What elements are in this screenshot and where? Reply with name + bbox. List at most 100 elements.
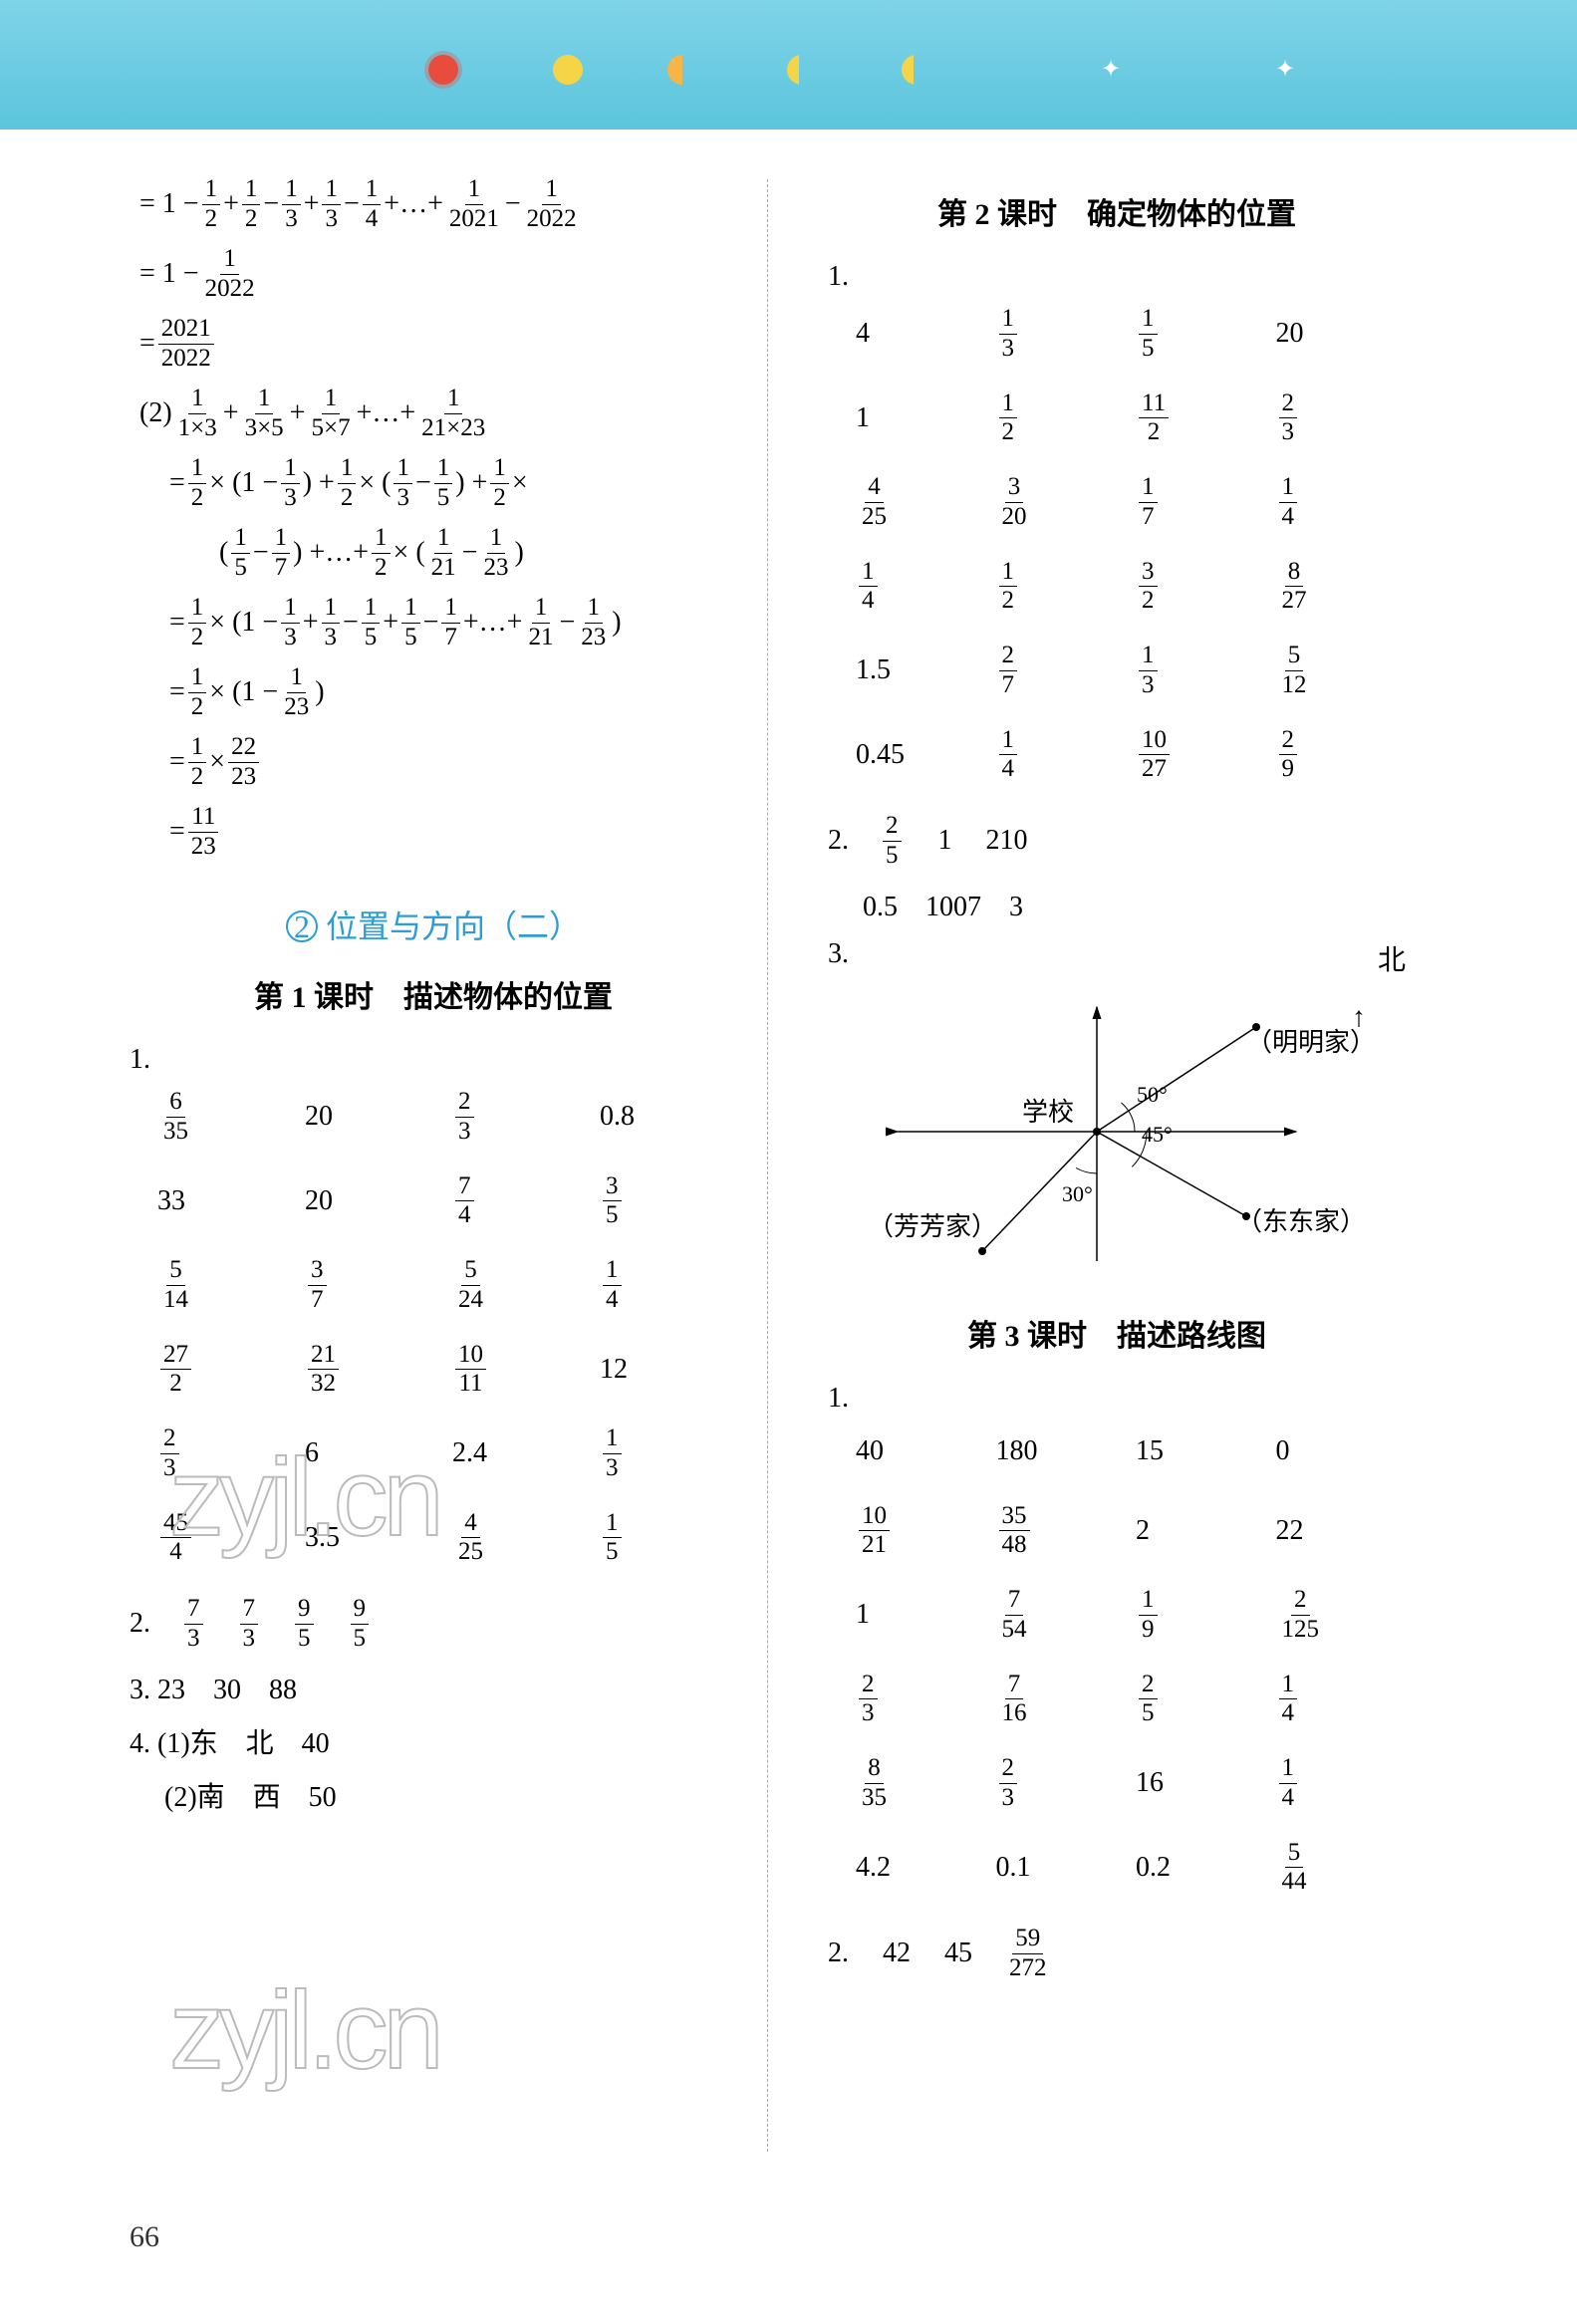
grid-cell: 14 [996,726,1127,785]
grid-cell: 180 [996,1426,1127,1476]
angle-label: 30° [1062,1181,1093,1207]
grid-cell: 23 [452,1088,590,1147]
grid-cell: 15 [1136,1426,1266,1476]
grid-cell: 512 [1276,642,1407,700]
grid-cell: 827 [1276,558,1407,617]
top-banner: ✦✦ [0,0,1577,129]
lesson3-title: 第 3 课时 描述路线图 [828,1311,1406,1355]
grid-cell: 425 [856,473,986,532]
grid-cell: 0.8 [600,1092,737,1142]
section-number: 2 [286,910,318,942]
grid-cell: 2125 [1276,1586,1407,1645]
grid-cell: 544 [1276,1839,1407,1898]
grid-cell: 14 [1276,1754,1407,1813]
diagram-label: （芳芳家） [868,1206,997,1243]
grid-cell: 13 [600,1424,737,1483]
right-l3-q2: 2. 424559272 [828,1925,1406,1983]
grid-cell: 716 [996,1671,1127,1729]
left-q1: 1. [130,1044,737,1076]
grid-cell: 20 [305,1176,442,1226]
grid-cell: 3.5 [305,1513,442,1563]
grid-cell: 22 [1276,1506,1407,1556]
grid-cell: 12 [600,1345,737,1395]
equation-line: = 1 −12022 [139,239,737,309]
grid-cell: 15 [600,1509,737,1568]
equation-line: =12×2223 [139,727,737,797]
grid-cell: 1027 [1136,726,1266,785]
left-q1-grid: 63520230.8332074355143752414272213210111… [130,1088,737,1567]
grid-cell: 29 [1276,726,1407,785]
grid-cell: 754 [996,1586,1127,1645]
grid-cell: 15 [1136,305,1266,364]
grid-cell: 3548 [996,1502,1127,1561]
equation-line: = 1 −12+12−13+13−14+…+12021−12022 [139,169,737,239]
equation-line: =12× (1 −13+13−15+15−17+…+121−123) [139,588,737,657]
section-title-text: 位置与方向（二） [326,908,581,944]
grid-cell: 2 [1136,1506,1266,1556]
grid-cell: 23 [1276,389,1407,448]
half-icon [667,55,697,85]
grid-cell: 14 [1276,473,1407,532]
star-icon: ✦ [1101,55,1131,85]
section-title: 2位置与方向（二） [130,902,737,947]
north-arrow: ↑ [1352,1002,1366,1034]
right-l3-grid: 4018015010213548222175419212523716251483… [828,1426,1406,1898]
grid-cell: 16 [1136,1758,1266,1808]
grid-cell: 17 [1136,473,1266,532]
equation-line: =1123 [139,797,737,867]
grid-cell: 33 [157,1176,295,1226]
grid-cell: 2.4 [452,1428,590,1478]
grid-cell: 1 [856,1590,986,1640]
grid-cell: 37 [305,1256,442,1315]
grid-cell: 4.2 [856,1843,986,1893]
grid-cell: 635 [157,1088,295,1147]
grid-cell: 6 [305,1428,442,1478]
grid-cell: 1021 [856,1502,986,1561]
sun-icon [428,55,458,85]
angle-label: 50° [1137,1082,1168,1108]
grid-cell: 12 [996,558,1127,617]
grid-cell: 272 [157,1341,295,1400]
left-column: = 1 −12+12−13+13−14+…+12021−12022= 1 −12… [130,169,767,2152]
equation-block: = 1 −12+12−13+13−14+…+12021−12022= 1 −12… [130,169,737,867]
grid-cell: 514 [157,1256,295,1315]
north-char: 北 [1378,938,1406,978]
grid-cell: 20 [1276,309,1407,359]
grid-cell: 454 [157,1509,295,1568]
right-q2a: 2. 251210 [828,812,1406,871]
grid-cell: 23 [856,1671,986,1729]
circle-icon [553,55,583,85]
grid-cell: 0.45 [856,730,986,780]
equation-line: =20212022 [139,309,737,379]
grid-cell: 425 [452,1509,590,1568]
grid-cell: 524 [452,1256,590,1315]
grid-cell: 112 [1136,389,1266,448]
grid-cell: 20 [305,1092,442,1142]
crescent-icon [902,55,931,85]
left-q2: 2. 73739595 [130,1595,737,1654]
equation-line: (15−17) +…+12× (121−123) [139,518,737,588]
grid-cell: 1 [856,393,986,443]
grid-cell: 14 [1276,1671,1407,1729]
left-q3: 3. 23 30 88 [130,1668,737,1707]
equation-line: =12× (1 −13) +12× (13−15) +12× [139,448,737,518]
diagram-center-label: 学校 [1022,1092,1074,1129]
grid-cell: 12 [996,389,1127,448]
grid-cell: 4 [856,309,986,359]
grid-cell: 23 [157,1424,295,1483]
grid-cell: 23 [996,1754,1127,1813]
right-q1-grid: 41315201121122342532017141412328271.5271… [828,305,1406,784]
grid-cell: 14 [856,558,986,617]
grid-cell: 2132 [305,1341,442,1400]
grid-cell: 74 [452,1172,590,1231]
lesson1-title: 第 1 课时 描述物体的位置 [130,972,737,1016]
r-q2-label: 2. [828,825,849,857]
l3-q1-label: 1. [828,1383,849,1415]
l3-q2-label: 2. [828,1937,849,1969]
star-icon: ✦ [1275,55,1305,85]
grid-cell: 32 [1136,558,1266,617]
left-q4a: 4. (1)东 北 40 [130,1721,737,1761]
equation-line: (2)11×3+13×5+15×7+…+121×23 [139,379,737,448]
grid-cell: 0 [1276,1426,1407,1476]
grid-cell: 35 [600,1172,737,1231]
